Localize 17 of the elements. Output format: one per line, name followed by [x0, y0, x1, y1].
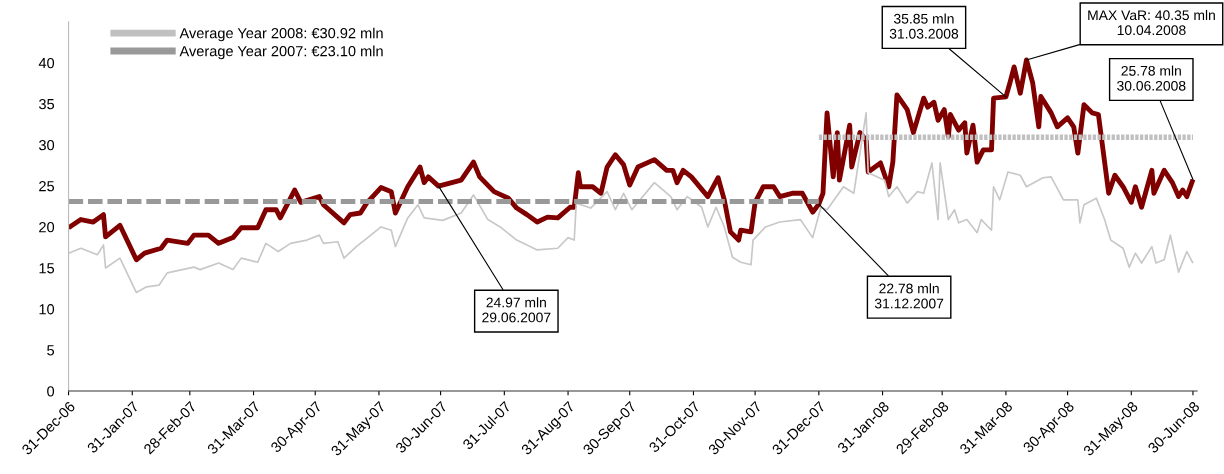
line-series	[68, 112, 1194, 294]
y-tick-label: 5	[47, 345, 55, 356]
y-tick-label: 35	[38, 98, 55, 110]
annotation: MAX VaR: 40.35 mln 10.04.2008	[1088, 9, 1215, 36]
y-tick-label: 0	[47, 386, 55, 397]
y-tick-label: 20	[39, 222, 55, 233]
y-tick-label: 15	[39, 263, 55, 274]
annotation: 24.97 mln 29.06.2007	[482, 297, 551, 323]
annotation: 22.78 mln 31.12.2007	[874, 283, 944, 309]
annotation: 35.85 mln 31.03.2008	[889, 13, 959, 39]
legend-label: Average Year 2008: €30.92 mln	[179, 27, 383, 42]
y-tick-label: 10	[39, 304, 55, 315]
y-tick-label: 25	[39, 181, 55, 192]
legend-label: Average Year 2007: €23.10 mln	[179, 45, 383, 60]
y-tick-label: 30	[38, 139, 55, 151]
y-tick-label: 40	[38, 57, 55, 69]
annotation: 25.78 mln 30.06.2008	[1117, 65, 1186, 91]
